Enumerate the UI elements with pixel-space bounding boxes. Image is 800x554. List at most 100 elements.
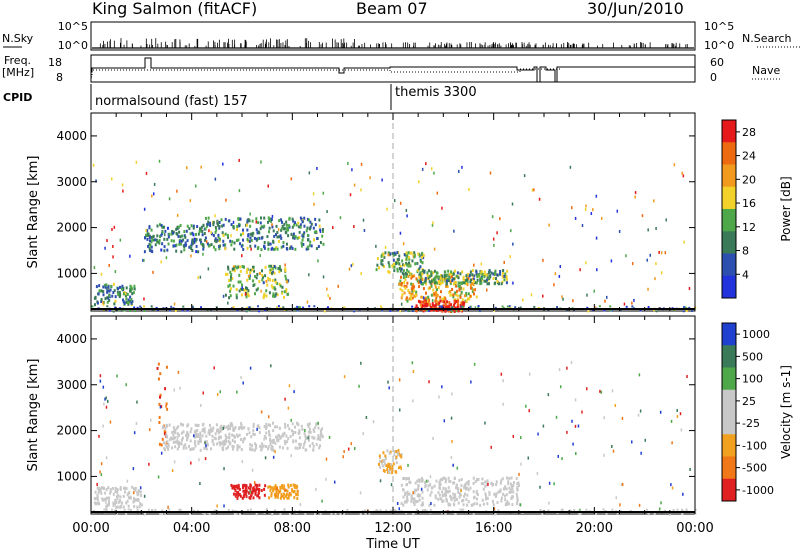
data-cell [254, 244, 257, 248]
data-cell [547, 393, 550, 397]
data-cell [170, 232, 173, 236]
data-cell [150, 249, 153, 253]
data-cell [520, 436, 522, 440]
data-cell [272, 240, 275, 244]
data-cell [219, 441, 222, 445]
data-cell [417, 487, 420, 491]
data-cell [556, 306, 559, 309]
data-cell [372, 420, 375, 424]
data-cell [192, 447, 195, 451]
data-cell [437, 497, 440, 501]
data-cell [293, 496, 296, 500]
data-cell [446, 300, 449, 304]
data-cell [273, 487, 276, 491]
data-cell [413, 255, 416, 259]
freq-panel: Freq. [MHz] 18 8 60 0 Nave [2, 54, 780, 84]
data-cell [429, 281, 432, 285]
data-cell [638, 503, 641, 507]
data-cell [392, 462, 395, 466]
data-cell [631, 440, 633, 444]
data-cell [296, 497, 299, 501]
data-cell [280, 218, 283, 222]
data-cell [412, 399, 414, 403]
data-cell [308, 427, 311, 431]
data-cell [159, 393, 162, 397]
data-cell [519, 306, 522, 309]
data-cell [574, 398, 577, 402]
data-cell [502, 275, 505, 279]
data-cell [227, 267, 230, 271]
data-cell [462, 508, 465, 511]
data-cell [399, 264, 402, 268]
data-cell [237, 493, 240, 497]
data-cell [177, 425, 180, 429]
data-cell [454, 512, 457, 515]
data-cell [436, 293, 439, 297]
data-cell [99, 374, 102, 378]
data-cell [436, 308, 439, 312]
data-cell [150, 228, 153, 232]
data-cell [390, 483, 393, 487]
data-cell [144, 236, 147, 240]
data-cell [119, 238, 122, 242]
data-cell [434, 496, 437, 500]
data-cell [223, 504, 225, 508]
data-cell [290, 454, 292, 458]
data-cell [248, 276, 251, 280]
data-cell [270, 486, 273, 490]
data-cell [115, 505, 118, 509]
data-cell [299, 223, 302, 227]
data-cell [421, 167, 424, 171]
data-cell [449, 293, 452, 297]
data-cell [245, 310, 248, 313]
data-cell [229, 294, 232, 298]
data-cell [312, 448, 315, 452]
data-cell [605, 512, 608, 515]
data-cell [288, 224, 291, 228]
data-cell [285, 289, 288, 293]
data-cell [179, 235, 182, 239]
data-cell [413, 289, 416, 293]
data-cell [111, 177, 113, 181]
data-cell [639, 409, 642, 413]
data-cell [307, 238, 310, 242]
colorbar-swatch [722, 456, 736, 480]
data-cell [446, 305, 449, 309]
data-cell [463, 494, 466, 498]
data-cell [209, 224, 212, 228]
data-cell [161, 230, 164, 234]
data-cell [396, 258, 399, 262]
data-cell [407, 463, 409, 467]
data-cell [391, 471, 394, 475]
data-cell [180, 242, 183, 246]
data-cell [164, 443, 167, 447]
data-cell [438, 299, 441, 303]
data-cell [285, 246, 288, 250]
data-cell [239, 265, 242, 269]
data-cell [249, 232, 252, 236]
data-cell [277, 267, 280, 271]
data-cell [457, 490, 460, 494]
data-cell [603, 453, 605, 457]
data-cell [256, 427, 258, 431]
data-cell [127, 496, 130, 500]
data-cell [210, 447, 213, 451]
data-cell [238, 189, 241, 193]
colorbar-swatch [722, 412, 736, 435]
data-cell [161, 242, 164, 246]
data-cell [319, 444, 322, 448]
data-cell [244, 492, 247, 496]
data-cell [415, 290, 418, 294]
data-cell [444, 494, 447, 498]
data-cell [388, 464, 391, 468]
data-cell [249, 224, 252, 228]
data-cell [298, 431, 301, 435]
data-cell [291, 433, 294, 437]
data-cell [164, 512, 167, 515]
data-cell [228, 435, 231, 439]
data-cell [319, 434, 322, 438]
data-cell [228, 283, 231, 287]
data-cell [133, 306, 136, 309]
data-cell [449, 480, 452, 484]
data-cell [430, 270, 433, 274]
